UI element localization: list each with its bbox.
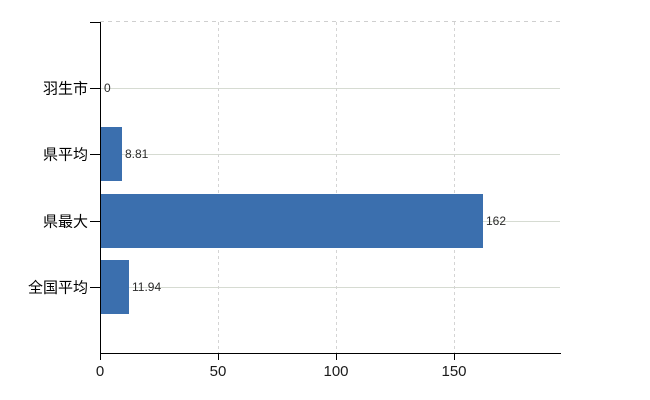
x-tick-label: 0 [95, 363, 105, 380]
category-label: 羽生市 [42, 80, 88, 98]
x-tick-label: 100 [323, 363, 349, 380]
value-label: 8.81 [125, 147, 149, 161]
y-axis-end-tick [90, 22, 100, 23]
y-tick [90, 221, 100, 222]
plot-top-border [100, 21, 560, 22]
x-tick [336, 354, 337, 360]
y-tick [90, 88, 100, 89]
v-gridline [454, 22, 455, 353]
category-label: 全国平均 [27, 279, 88, 297]
bar [101, 127, 122, 181]
h-gridline [101, 154, 560, 155]
x-tick [100, 354, 101, 360]
x-axis-line [100, 353, 561, 354]
value-label: 0 [104, 81, 111, 95]
x-tick [454, 354, 455, 360]
x-tick [218, 354, 219, 360]
v-gridline [336, 22, 337, 353]
v-gridline [218, 22, 219, 353]
value-label: 11.94 [132, 280, 162, 294]
y-axis-line [100, 22, 101, 353]
category-label: 県最大 [42, 213, 88, 231]
y-tick [90, 154, 100, 155]
category-label: 県平均 [42, 146, 88, 164]
x-tick-label: 50 [209, 363, 227, 380]
x-tick-label: 150 [441, 363, 467, 380]
value-label: 162 [486, 214, 507, 228]
h-gridline [101, 88, 560, 89]
bar [101, 260, 129, 314]
y-tick [90, 287, 100, 288]
h-gridline [101, 287, 560, 288]
bar [101, 194, 483, 248]
